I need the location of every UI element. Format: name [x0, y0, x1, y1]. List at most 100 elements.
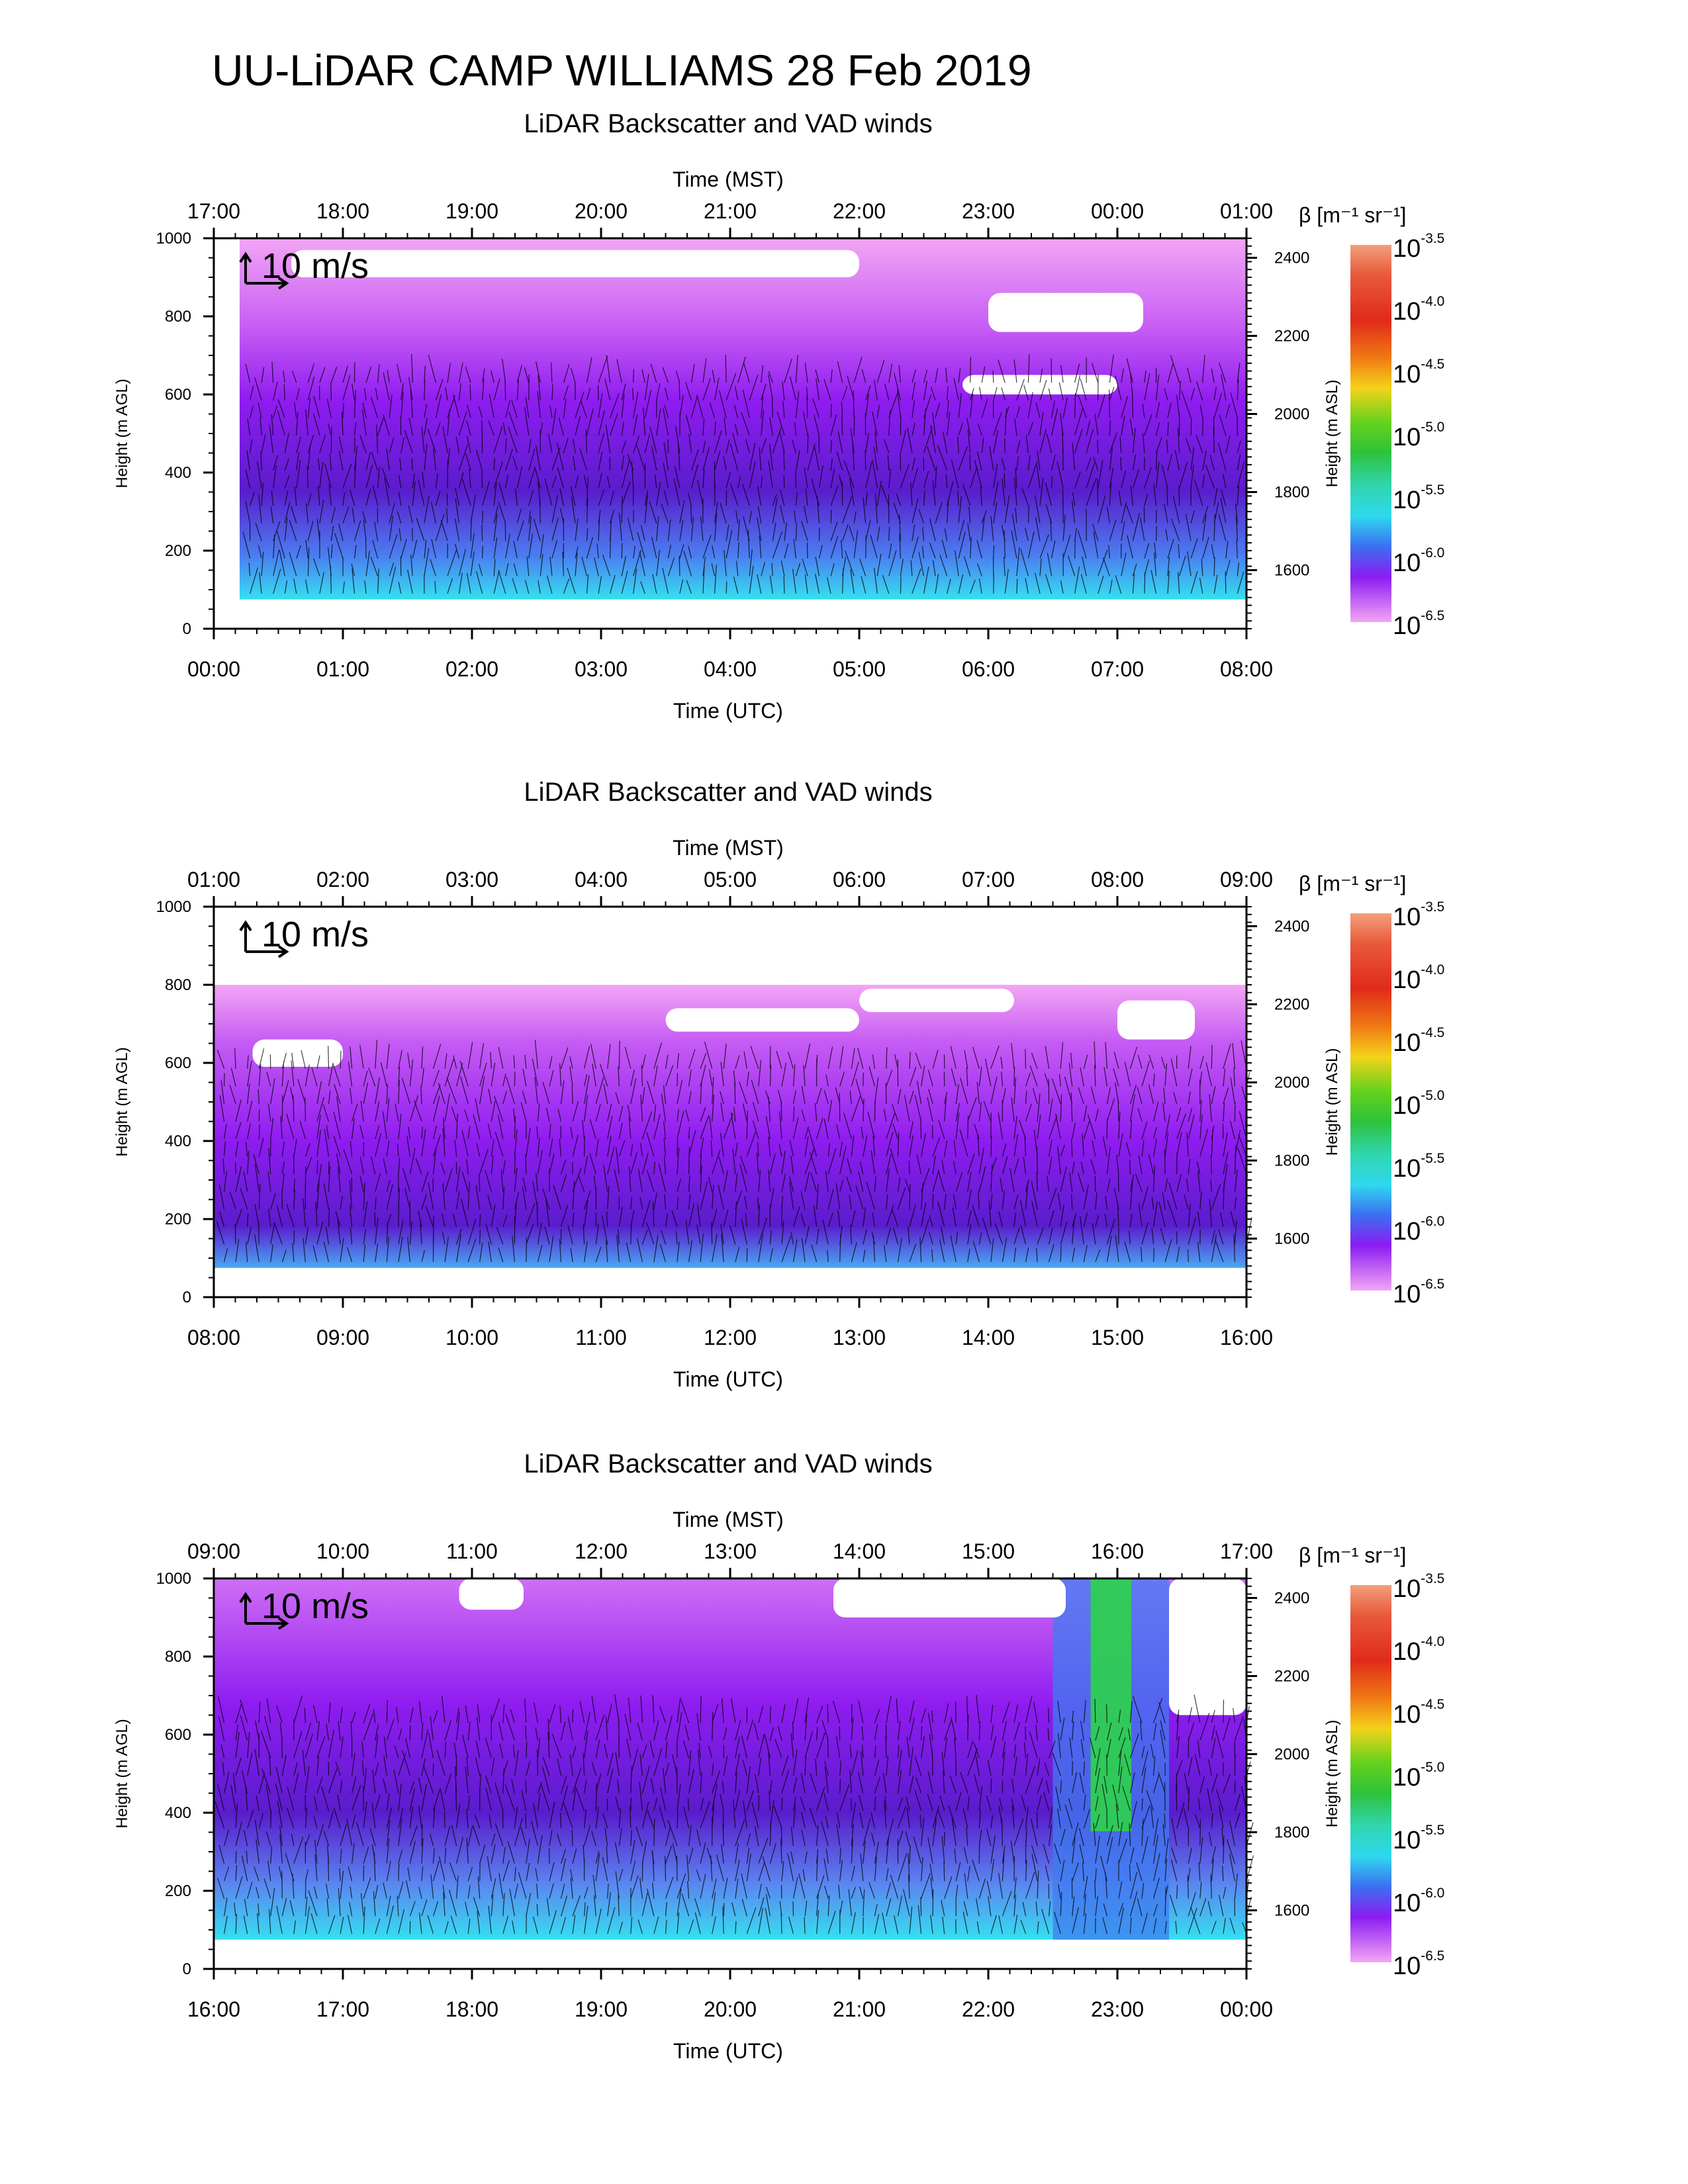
wind-arrow	[955, 550, 959, 576]
wind-arrow	[639, 551, 645, 576]
wind-arrow	[837, 1210, 841, 1227]
wind-arrow	[941, 1900, 945, 1917]
wind-arrow	[487, 1856, 492, 1882]
wind-arrow	[962, 484, 971, 506]
wind-arrow	[1072, 1248, 1075, 1263]
wind-arrow	[807, 443, 816, 471]
wind-arrow	[255, 523, 262, 541]
wind-arrow	[990, 516, 994, 541]
wind-arrow	[421, 1250, 425, 1263]
wind-arrow	[365, 538, 367, 559]
wind-arrow	[335, 1211, 341, 1227]
wind-arrow	[296, 436, 302, 453]
wind-arrow	[338, 436, 344, 453]
wind-arrow	[990, 1193, 993, 1210]
wind-arrow	[1132, 513, 1140, 541]
wind-arrow	[476, 1143, 481, 1157]
wind-arrow	[584, 1046, 590, 1069]
wind-arrow	[489, 1814, 492, 1829]
wind-arrow	[804, 1697, 810, 1723]
wind-arrow	[861, 1726, 864, 1741]
wind-arrow	[575, 391, 585, 418]
wind-arrow	[935, 368, 939, 383]
wind-arrow	[952, 1207, 957, 1227]
wind-arrow	[1013, 1077, 1017, 1105]
wind-arrow	[702, 557, 706, 576]
wind-arrow	[954, 1848, 957, 1864]
wind-arrow	[1194, 479, 1203, 506]
wind-arrow	[1074, 363, 1080, 383]
wind-arrow	[1202, 506, 1209, 523]
colorbar-label: β [m⁻¹ sr⁻¹]	[1299, 872, 1406, 895]
wind-arrow	[342, 506, 350, 523]
wind-arrow	[273, 455, 278, 471]
wind-arrow	[1166, 439, 1168, 453]
wind-arrow	[816, 1909, 820, 1934]
wind-arrow	[932, 1172, 939, 1192]
colorbar-tick-label: 10-6.5	[1393, 1948, 1444, 1980]
wind-arrow	[1095, 1896, 1099, 1917]
wind-arrow	[702, 440, 706, 453]
wind-arrow	[1077, 394, 1087, 418]
wind-arrow	[324, 463, 332, 488]
wind-arrow	[289, 552, 297, 576]
wind-arrow	[931, 1249, 933, 1262]
wind-arrow	[375, 1794, 381, 1811]
wind-arrow	[888, 527, 890, 541]
wind-arrow	[477, 1911, 481, 1934]
wind-arrow	[498, 501, 506, 523]
wind-arrow	[235, 1099, 242, 1122]
wind-arrow	[998, 359, 1006, 383]
wind-arrow	[838, 1884, 841, 1899]
wind-arrow	[804, 1171, 810, 1192]
wind-arrow	[711, 563, 716, 576]
wind-arrow	[305, 1834, 310, 1846]
wind-arrow	[827, 1250, 829, 1262]
wind-arrow	[649, 1741, 655, 1758]
wind-arrow	[677, 1784, 681, 1811]
wind-arrow	[635, 444, 645, 471]
wind-arrow	[479, 1173, 481, 1192]
wind-arrow	[884, 1245, 887, 1262]
wind-arrow	[595, 1806, 599, 1829]
wind-arrow	[1137, 1087, 1143, 1105]
wind-arrow	[1220, 498, 1227, 523]
wind-arrow	[219, 1211, 225, 1227]
wind-arrow	[1164, 388, 1168, 401]
wind-arrow	[881, 485, 890, 506]
wind-arrow	[305, 1226, 309, 1245]
wind-arrow	[418, 1886, 422, 1899]
wind-arrow	[415, 1158, 422, 1175]
wind-arrow	[720, 502, 727, 523]
wind-arrow	[663, 1138, 667, 1157]
wind-arrow	[398, 1220, 404, 1245]
wind-arrow	[1051, 455, 1056, 471]
wind-arrow	[435, 490, 441, 506]
wind-arrow	[332, 1064, 341, 1087]
wind-arrow	[533, 1916, 538, 1934]
wind-arrow	[1127, 535, 1133, 559]
wind-arrow	[949, 1775, 957, 1794]
wind-arrow	[665, 1715, 673, 1741]
wind-arrow	[653, 1104, 657, 1122]
wind-arrow	[851, 1797, 852, 1811]
wind-arrow	[768, 1169, 771, 1192]
wind-arrow	[618, 1921, 623, 1934]
wind-arrow	[1164, 504, 1168, 523]
wind-arrow	[830, 521, 838, 541]
wind-arrow	[1213, 574, 1218, 594]
wind-arrow	[653, 1193, 657, 1210]
wind-arrow	[1163, 1087, 1166, 1105]
wind-arrow	[1129, 1891, 1138, 1917]
wind-arrow	[435, 473, 438, 488]
wind-arrow	[412, 539, 418, 559]
wind-arrow	[863, 1841, 866, 1864]
wind-arrow	[757, 1142, 759, 1157]
wind-arrow	[709, 402, 716, 418]
wind-arrow	[1060, 580, 1064, 594]
wind-arrow	[1149, 1054, 1154, 1069]
wind-arrow	[870, 1813, 875, 1829]
wind-arrow	[1108, 545, 1110, 559]
wind-arrow	[229, 1191, 236, 1210]
wind-arrow	[1025, 1103, 1032, 1122]
